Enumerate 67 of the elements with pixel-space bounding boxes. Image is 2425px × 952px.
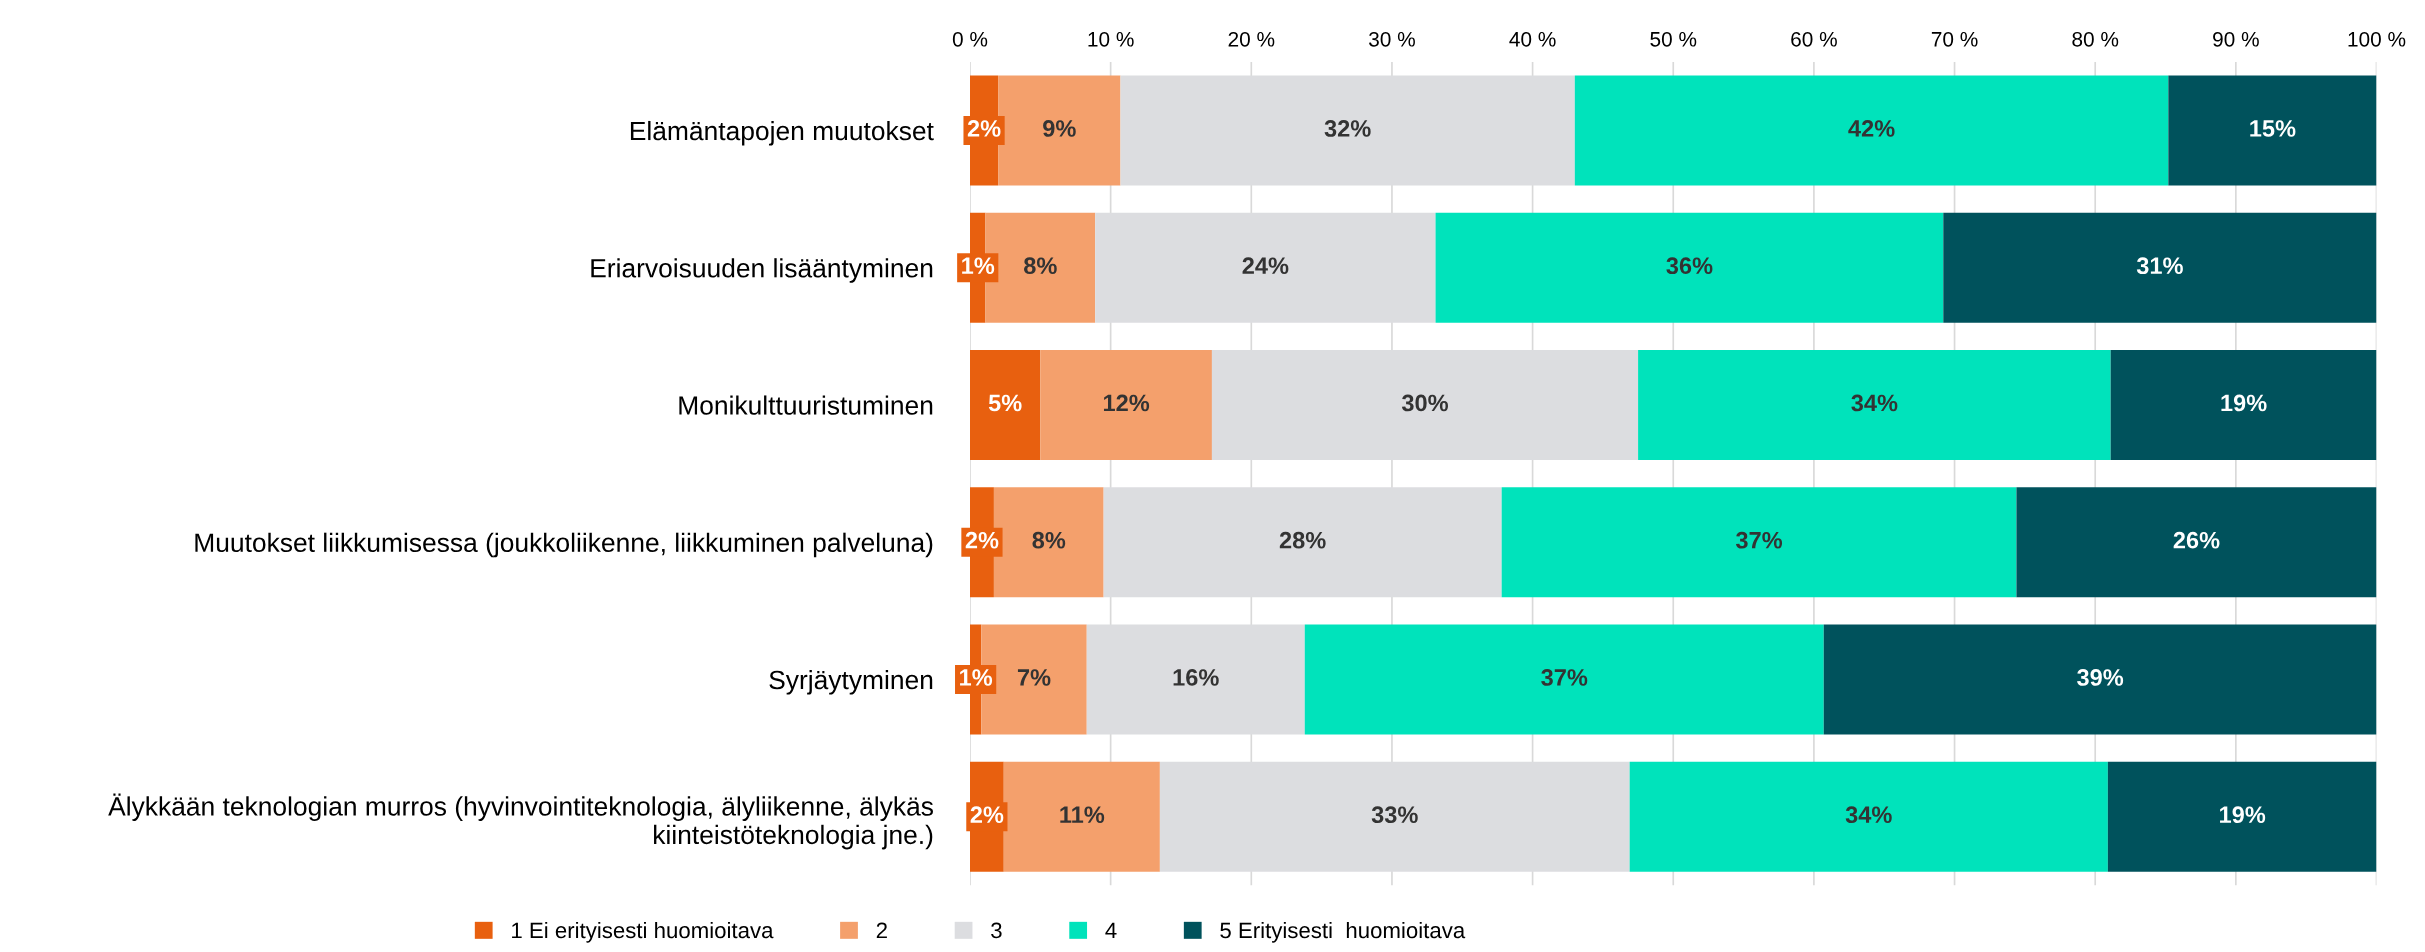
y-tick-label: Muutokset liikkumisessa (joukkoliikenne, liikkuminen palveluna)	[195, 532, 933, 558]
data-label: 2%	[970, 806, 1004, 824]
legend-label: 5 Erityisesti huomioitava	[1220, 921, 1466, 943]
data-label: 8%	[1032, 531, 1066, 549]
x-tick-label: 90 %	[2213, 31, 2259, 47]
data-label: 32%	[1324, 120, 1371, 137]
bar	[1501, 487, 2017, 598]
bar	[2168, 75, 2377, 186]
bar	[1040, 350, 1212, 460]
bar	[1304, 624, 1824, 735]
data-label: 19%	[2221, 394, 2267, 412]
x-tick-label: 100 %	[2348, 31, 2406, 47]
data-label: 2%	[967, 120, 1001, 137]
bar	[1574, 75, 2169, 186]
data-label: 5%	[988, 394, 1022, 412]
data-label: 28%	[1279, 531, 1326, 549]
x-tick-label: 70 %	[1931, 31, 1978, 47]
data-label: 2%	[965, 531, 999, 549]
data-label: 26%	[2173, 531, 2220, 549]
legend-label: 1 Ei erityisesti huomioitava	[512, 921, 774, 943]
x-tick-label: 20 %	[1228, 31, 1275, 47]
bar	[1638, 350, 2111, 460]
data-label: 1%	[962, 257, 995, 275]
data-label: 16%	[1173, 669, 1219, 686]
legend-label: 4	[1105, 922, 1117, 939]
data-label: 11%	[1060, 806, 1105, 824]
data-label: 7%	[1017, 669, 1051, 686]
data-label: 8%	[1024, 257, 1057, 275]
data-label: 33%	[1371, 806, 1418, 824]
bar	[970, 350, 1041, 460]
x-tick-label: 40 %	[1509, 31, 1556, 47]
data-label: 37%	[1541, 669, 1588, 686]
y-tick-label: Eriarvoisuuden lisääntyminen	[591, 258, 933, 283]
data-label: 1%	[960, 669, 993, 686]
bar	[1823, 624, 2377, 735]
bar	[2016, 487, 2377, 598]
bar	[1629, 761, 2108, 872]
legend-label: 3	[991, 922, 1002, 939]
data-label: 15%	[2250, 120, 2296, 137]
y-tick-label: Elämäntapojen muutokset	[630, 120, 934, 146]
data-label: 39%	[2077, 669, 2124, 686]
x-tick-label: 80 %	[2072, 31, 2119, 47]
x-tick-label: 60 %	[1791, 31, 1837, 47]
bar	[2110, 350, 2377, 460]
x-tick-label: 0 %	[952, 31, 988, 47]
x-tick-label: 10 %	[1088, 31, 1134, 47]
data-label: 36%	[1666, 257, 1713, 275]
data-label: 34%	[1851, 394, 1898, 412]
legend-label: 2	[876, 922, 887, 939]
data-label: 42%	[1848, 120, 1895, 137]
x-tick-label: 50 %	[1650, 31, 1697, 47]
bar	[2107, 761, 2377, 872]
y-tick-label: Älykkään teknologian murros (hyvinvointiteknologia, älyliikenne, älykäs kiinteistöteknologia jne.)	[108, 793, 933, 850]
data-label: 30%	[1401, 394, 1449, 412]
bar	[1435, 212, 1944, 323]
data-label: 9%	[1043, 120, 1076, 137]
data-label: 37%	[1735, 531, 1783, 549]
data-label: 19%	[2220, 806, 2266, 824]
data-label: 12%	[1103, 394, 1150, 412]
data-label: 24%	[1242, 257, 1289, 275]
x-tick-label: 30 %	[1369, 31, 1415, 47]
bar	[1943, 212, 2377, 323]
y-tick-label: Syrjäytyminen	[769, 669, 933, 695]
bar	[1003, 761, 1160, 872]
y-tick-label: Monikulttuuristuminen	[679, 395, 933, 415]
data-label: 34%	[1845, 806, 1892, 824]
data-label: 31%	[2136, 257, 2183, 275]
